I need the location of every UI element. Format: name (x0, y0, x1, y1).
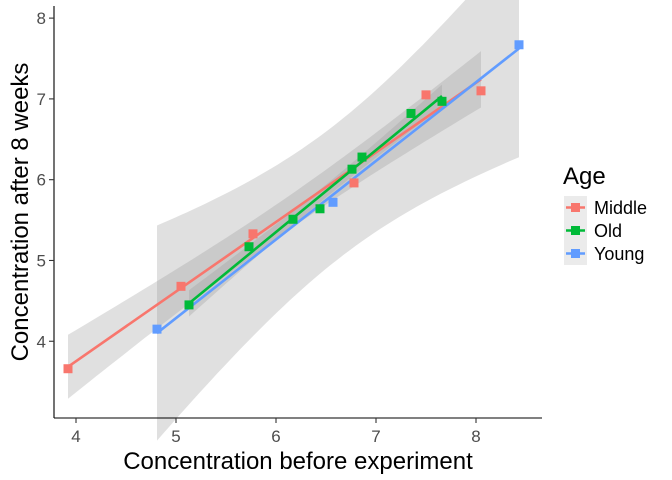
data-point-middle (176, 281, 186, 291)
data-point-old (406, 108, 416, 118)
legend-key-marker (571, 226, 580, 235)
data-point-young (514, 40, 524, 50)
legend-title: Age (563, 163, 606, 190)
data-point-young (328, 197, 338, 207)
data-point-middle (421, 90, 431, 100)
data-point-middle (63, 364, 73, 374)
fit-lines (67, 47, 520, 368)
data-points (63, 40, 524, 374)
data-point-middle (349, 178, 359, 188)
y-tick-label: 4 (37, 332, 46, 351)
y-tick-label: 6 (37, 171, 46, 190)
x-tick-label: 6 (271, 427, 280, 446)
legend: Age Middle Old Young (563, 163, 647, 265)
data-point-old (315, 204, 325, 214)
data-point-old (244, 242, 254, 252)
y-axis-title: Concentration after 8 weeks (7, 63, 34, 362)
legend-label: Middle (594, 198, 647, 218)
x-tick-label: 4 (71, 427, 80, 446)
confidence-band-middle (68, 51, 481, 399)
legend-key-marker (571, 203, 580, 212)
y-tick-label: 7 (37, 90, 46, 109)
fit-line-old (188, 95, 443, 305)
fit-line-middle (67, 78, 482, 368)
fit-line-young (156, 47, 520, 335)
data-point-young (152, 324, 162, 334)
legend-items: Middle Old Young (564, 196, 647, 265)
data-point-old (288, 214, 298, 224)
axes: 4 5 6 7 8 4 5 6 7 8 (37, 6, 542, 446)
confidence-band-young (157, 0, 519, 441)
data-point-old (357, 152, 367, 162)
x-tick-label: 8 (471, 427, 480, 446)
legend-key-marker (571, 249, 580, 258)
legend-label: Old (594, 221, 622, 241)
x-axis-title: Concentration before experiment (123, 448, 473, 475)
data-point-old (184, 300, 194, 310)
data-point-middle (248, 229, 258, 239)
legend-item-old: Old (564, 219, 622, 242)
legend-item-middle: Middle (564, 196, 647, 219)
data-point-old (437, 96, 447, 106)
legend-item-young: Young (564, 242, 644, 265)
y-tick-label: 5 (37, 251, 46, 270)
legend-label: Young (594, 244, 644, 264)
x-tick-label: 7 (371, 427, 380, 446)
y-tick-label: 8 (37, 9, 46, 28)
data-point-old (347, 164, 357, 174)
x-tick-label: 5 (171, 427, 180, 446)
data-point-middle (476, 86, 486, 96)
